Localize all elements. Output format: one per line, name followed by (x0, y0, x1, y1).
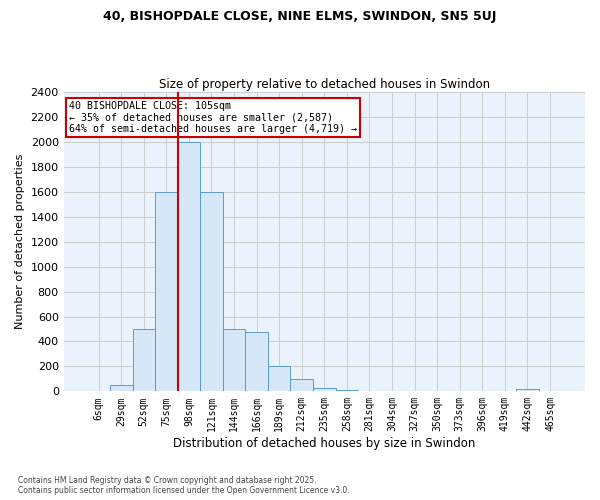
Bar (313, 388, 335, 392)
Text: Contains HM Land Registry data © Crown copyright and database right 2025.
Contai: Contains HM Land Registry data © Crown c… (18, 476, 350, 495)
Y-axis label: Number of detached properties: Number of detached properties (15, 154, 25, 330)
Bar (335, 390, 358, 392)
Bar (133, 329, 155, 392)
Text: 40, BISHOPDALE CLOSE, NINE ELMS, SWINDON, SN5 5UJ: 40, BISHOPDALE CLOSE, NINE ELMS, SWINDON… (103, 10, 497, 23)
Bar (381, 390, 403, 392)
Bar (200, 192, 223, 392)
Bar (155, 192, 178, 392)
Bar (245, 332, 268, 392)
Bar (358, 390, 381, 392)
Bar (516, 390, 539, 392)
Bar (268, 366, 290, 392)
Bar (178, 142, 200, 392)
Text: 40 BISHOPDALE CLOSE: 105sqm
← 35% of detached houses are smaller (2,587)
64% of : 40 BISHOPDALE CLOSE: 105sqm ← 35% of det… (69, 101, 357, 134)
Title: Size of property relative to detached houses in Swindon: Size of property relative to detached ho… (159, 78, 490, 91)
X-axis label: Distribution of detached houses by size in Swindon: Distribution of detached houses by size … (173, 437, 476, 450)
Bar (290, 379, 313, 392)
Bar (223, 329, 245, 392)
Bar (110, 385, 133, 392)
